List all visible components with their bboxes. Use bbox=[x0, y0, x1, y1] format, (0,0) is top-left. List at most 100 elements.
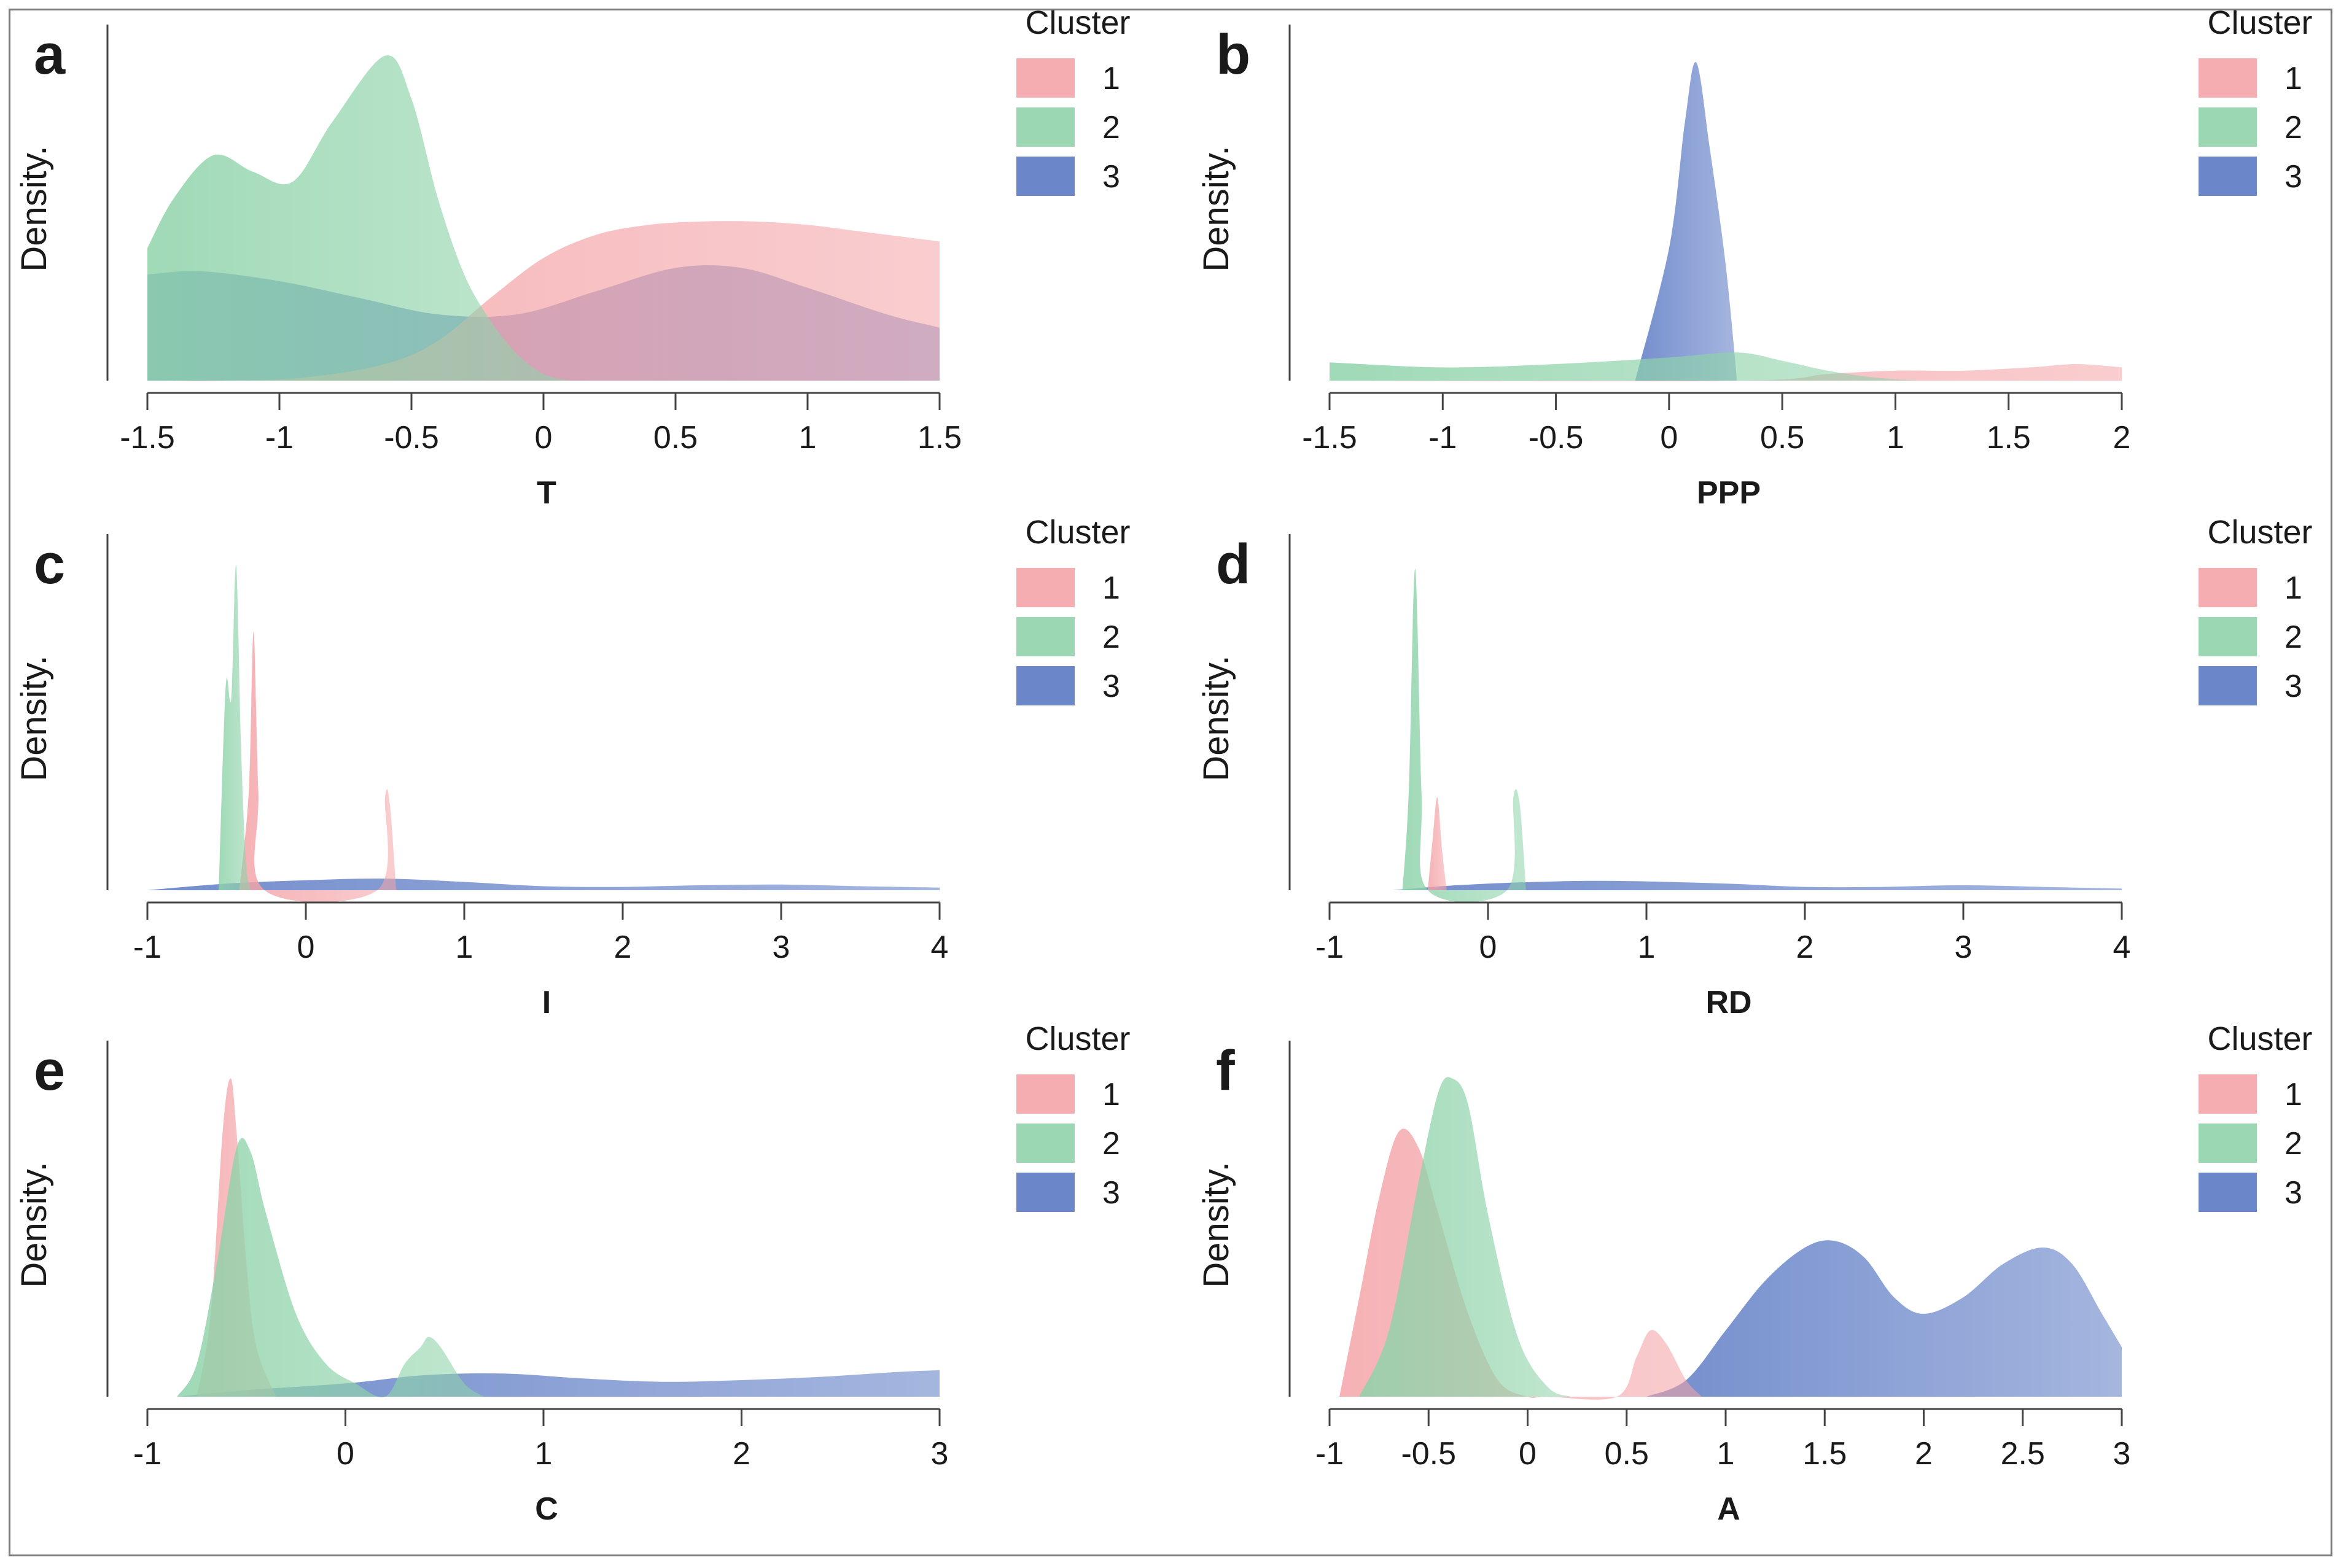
density-area-a-cluster-2 bbox=[147, 55, 570, 381]
x-tick-label-d-2: 1 bbox=[1638, 930, 1656, 965]
x-tick-label-c-0: -1 bbox=[133, 930, 162, 965]
panel-a: a Density. -1.5 -1 -0.5 0 0.5 1 1.5 T Cluster 1 2 3 bbox=[14, 4, 1131, 511]
x-tick-label-e-4: 3 bbox=[931, 1436, 949, 1472]
legend-swatch-a-2 bbox=[1016, 107, 1075, 147]
legend-label-f-2: 2 bbox=[2285, 1126, 2302, 1162]
panel-c: c Density. -1 0 1 2 3 4 I Cluster 1 2 3 bbox=[14, 514, 1131, 1020]
panel-letter-f: f bbox=[1216, 1039, 1235, 1102]
x-tick-label-d-0: -1 bbox=[1315, 930, 1344, 965]
x-axis-label-c: I bbox=[542, 985, 551, 1020]
legend-swatch-f-3 bbox=[2199, 1173, 2257, 1212]
legend-swatch-a-1 bbox=[1016, 58, 1075, 98]
x-tick-label-f-5: 1.5 bbox=[1802, 1436, 1847, 1472]
x-tick-label-f-0: -1 bbox=[1315, 1436, 1344, 1472]
x-tick-label-e-0: -1 bbox=[133, 1436, 162, 1472]
legend-swatch-f-1 bbox=[2199, 1074, 2257, 1114]
x-tick-label-e-3: 2 bbox=[733, 1436, 750, 1472]
legend-title-a: Cluster bbox=[1025, 4, 1130, 41]
legend-label-d-3: 3 bbox=[2285, 669, 2302, 704]
legend-title-f: Cluster bbox=[2207, 1020, 2312, 1057]
legend-swatch-b-1 bbox=[2199, 58, 2257, 98]
legend-title-b: Cluster bbox=[2207, 4, 2312, 41]
x-tick-label-a-4: 0.5 bbox=[653, 420, 698, 456]
x-tick-label-f-4: 1 bbox=[1717, 1436, 1735, 1472]
legend-label-f-3: 3 bbox=[2285, 1175, 2302, 1211]
density-area-d-cluster-1 bbox=[1428, 797, 1447, 890]
legend-swatch-f-2 bbox=[2199, 1124, 2257, 1163]
legend-label-e-2: 2 bbox=[1102, 1126, 1120, 1162]
x-tick-label-b-1: -1 bbox=[1428, 420, 1457, 456]
legend-label-c-2: 2 bbox=[1102, 619, 1120, 655]
legend-label-d-1: 1 bbox=[2285, 570, 2302, 606]
legend-title-c: Cluster bbox=[1025, 514, 1130, 551]
x-axis-label-d: RD bbox=[1705, 985, 1751, 1020]
legend-title-e: Cluster bbox=[1025, 1020, 1130, 1057]
x-tick-label-c-1: 0 bbox=[297, 930, 315, 965]
density-area-b-cluster-3 bbox=[1635, 61, 1737, 381]
x-tick-label-f-6: 2 bbox=[1915, 1436, 1933, 1472]
x-tick-label-a-1: -1 bbox=[265, 420, 294, 456]
density-area-c-cluster-1 bbox=[239, 631, 397, 902]
legend-swatch-c-1 bbox=[1016, 568, 1075, 607]
y-axis-label-c: Density. bbox=[14, 655, 54, 781]
density-area-b-cluster-1 bbox=[1330, 364, 2122, 381]
x-tick-label-a-0: -1.5 bbox=[120, 420, 175, 456]
x-tick-label-b-5: 1 bbox=[1887, 420, 1904, 456]
x-tick-label-e-2: 1 bbox=[535, 1436, 553, 1472]
y-axis-label-f: Density. bbox=[1196, 1162, 1236, 1287]
x-tick-label-f-7: 2.5 bbox=[2001, 1436, 2045, 1472]
panel-f: f Density. -1 -0.5 0 0.5 1 1.5 2 2.5 3 A Cluster 1 2 3 bbox=[1196, 1020, 2313, 1527]
panel-letter-a: a bbox=[34, 23, 66, 86]
panel-letter-d: d bbox=[1216, 533, 1250, 596]
x-axis-label-a: T bbox=[537, 475, 556, 511]
x-tick-label-d-4: 3 bbox=[1955, 930, 1973, 965]
density-area-f-cluster-2 bbox=[1359, 1077, 1572, 1397]
x-tick-label-b-2: -0.5 bbox=[1529, 420, 1584, 456]
legend-label-b-2: 2 bbox=[2285, 110, 2302, 146]
x-tick-label-f-1: -0.5 bbox=[1401, 1436, 1456, 1472]
legend-swatch-e-1 bbox=[1016, 1074, 1075, 1114]
legend-swatch-b-2 bbox=[2199, 107, 2257, 147]
legend-label-b-3: 3 bbox=[2285, 159, 2302, 195]
panel-letter-e: e bbox=[34, 1039, 65, 1102]
legend-label-b-1: 1 bbox=[2285, 61, 2302, 96]
panel-letter-b: b bbox=[1216, 23, 1250, 86]
panel-e: e Density. -1 0 1 2 3 C Cluster 1 2 3 bbox=[14, 1020, 1131, 1527]
legend-swatch-d-1 bbox=[2199, 568, 2257, 607]
density-area-e-cluster-2 bbox=[177, 1138, 485, 1397]
x-axis-label-f: A bbox=[1717, 1491, 1740, 1527]
x-tick-label-d-1: 0 bbox=[1479, 930, 1497, 965]
x-tick-label-a-2: -0.5 bbox=[384, 420, 439, 456]
y-axis-label-b: Density. bbox=[1196, 146, 1236, 271]
legend-swatch-c-2 bbox=[1016, 617, 1075, 656]
density-area-d-cluster-3 bbox=[1393, 880, 2122, 890]
y-axis-label-a: Density. bbox=[14, 146, 54, 271]
panel-b: b Density. -1.5 -1 -0.5 0 0.5 1 1.5 2 PPP Cluster 1 2… bbox=[1196, 4, 2313, 511]
density-area-b-cluster-2 bbox=[1330, 352, 1918, 381]
panel-letter-c: c bbox=[34, 533, 65, 596]
legend-title-d: Cluster bbox=[2207, 514, 2312, 551]
legend-label-a-2: 2 bbox=[1102, 110, 1120, 146]
x-tick-label-d-5: 4 bbox=[2113, 930, 2131, 965]
x-axis-label-b: PPP bbox=[1697, 475, 1761, 511]
legend-label-a-3: 3 bbox=[1102, 159, 1120, 195]
x-tick-label-f-3: 0.5 bbox=[1605, 1436, 1649, 1472]
x-axis-label-e: C bbox=[535, 1491, 558, 1527]
x-tick-label-a-6: 1.5 bbox=[917, 420, 962, 456]
x-tick-label-b-3: 0 bbox=[1660, 420, 1678, 456]
legend-label-f-1: 1 bbox=[2285, 1077, 2302, 1112]
legend-swatch-c-3 bbox=[1016, 666, 1075, 705]
x-tick-label-f-2: 0 bbox=[1519, 1436, 1537, 1472]
x-tick-label-b-0: -1.5 bbox=[1302, 420, 1357, 456]
legend-label-d-2: 2 bbox=[2285, 619, 2302, 655]
legend-label-e-3: 3 bbox=[1102, 1175, 1120, 1211]
x-tick-label-f-8: 3 bbox=[2113, 1436, 2131, 1472]
density-area-c-cluster-3 bbox=[147, 879, 940, 890]
density-area-a-cluster-1 bbox=[147, 221, 940, 381]
x-tick-label-c-4: 3 bbox=[773, 930, 790, 965]
legend-swatch-e-3 bbox=[1016, 1173, 1075, 1212]
x-tick-label-e-1: 0 bbox=[337, 1436, 354, 1472]
legend-label-c-3: 3 bbox=[1102, 669, 1120, 704]
